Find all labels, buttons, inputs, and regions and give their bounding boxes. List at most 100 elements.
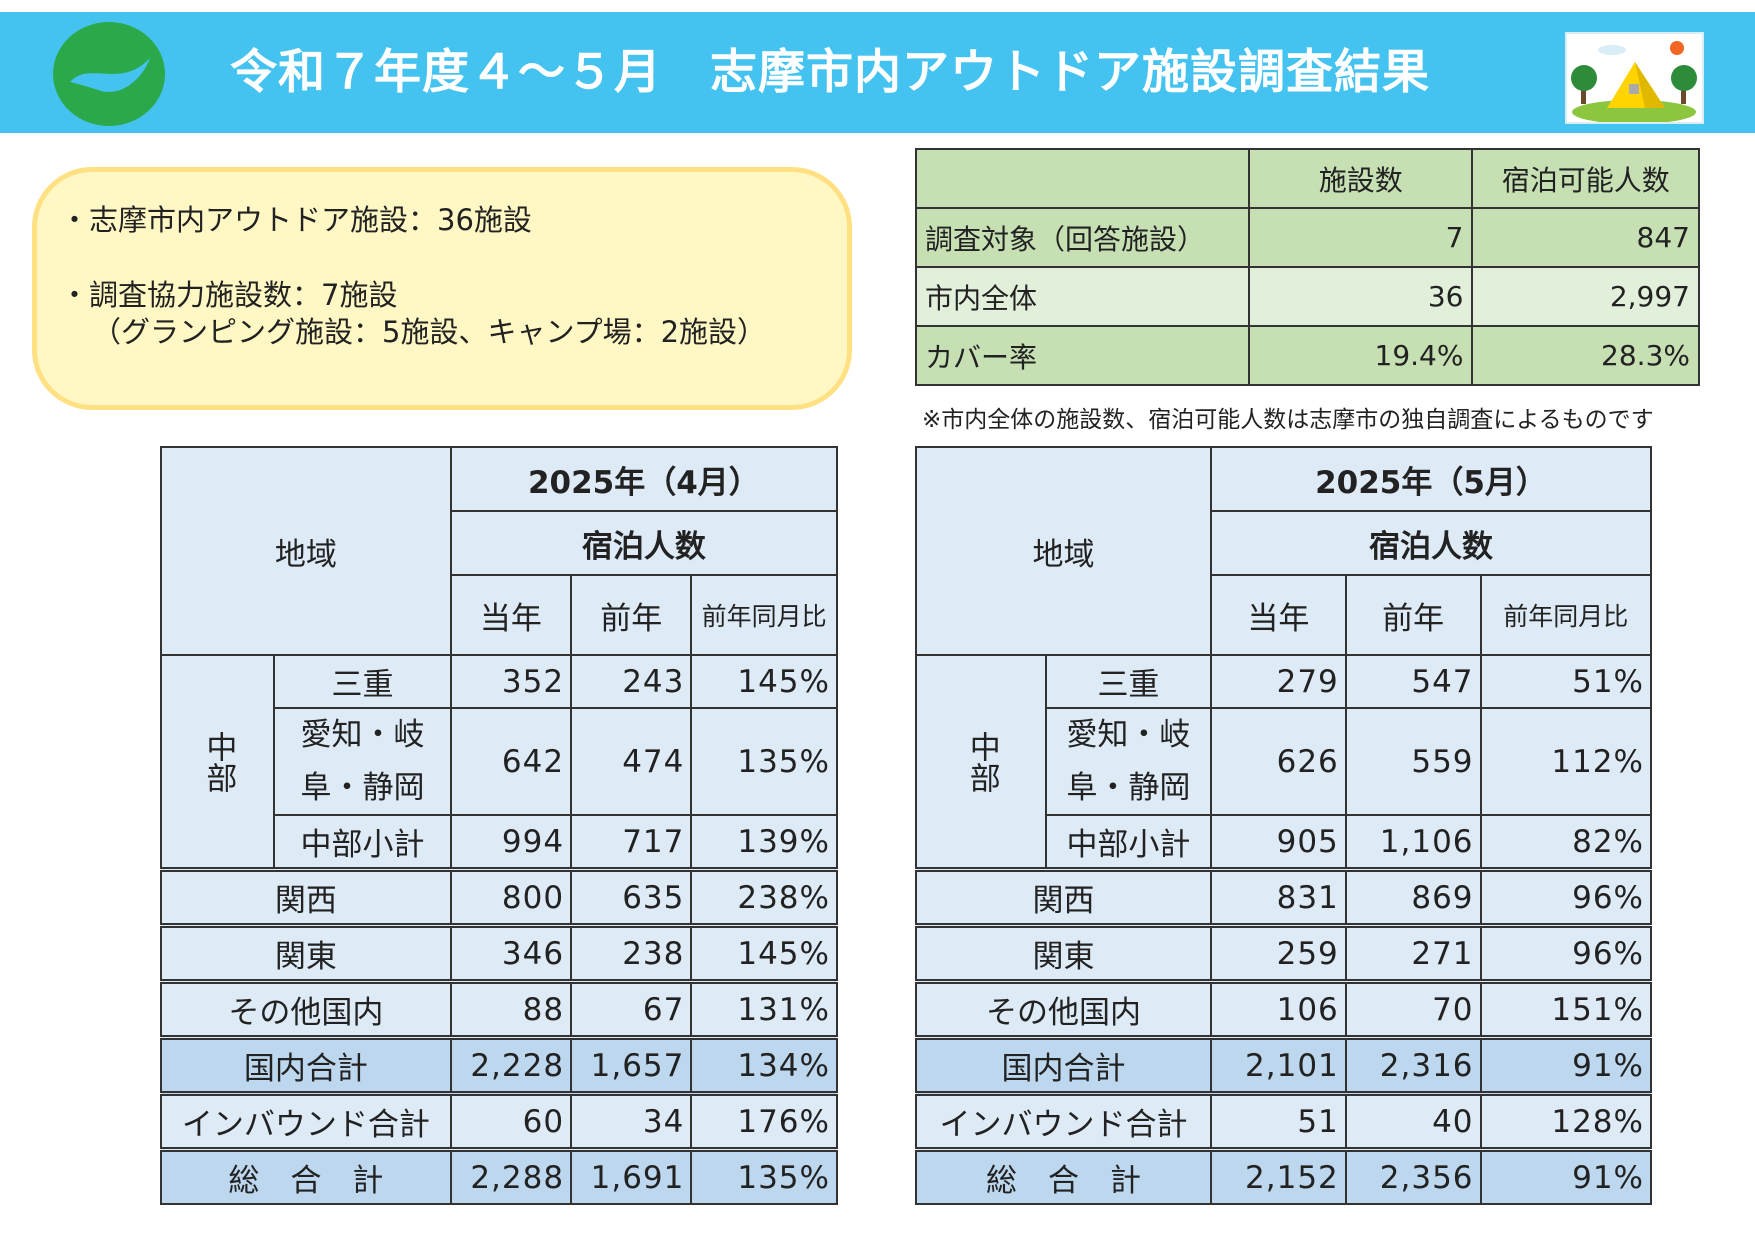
previous-value: 1,657 bbox=[570, 1035, 693, 1095]
shima-city-logo-icon bbox=[53, 22, 165, 126]
region-name: 関西 bbox=[914, 867, 1213, 927]
summary-row-capacity: 847 bbox=[1471, 207, 1700, 268]
summary-row-capacity: 2,997 bbox=[1471, 266, 1700, 327]
current-value: 88 bbox=[449, 979, 573, 1039]
previous-value: 474 bbox=[570, 706, 693, 817]
summary-header-capacity: 宿泊可能人数 bbox=[1471, 148, 1700, 209]
may-table: 地域 2025年（5月） 宿泊人数 当年 前年 前年同月比 中部 三重 279 … bbox=[914, 446, 1653, 1206]
chubu-label: 中部 bbox=[915, 654, 1047, 871]
previous-value: 70 bbox=[1344, 979, 1482, 1039]
current-value: 994 bbox=[449, 814, 573, 871]
current-value: 346 bbox=[449, 923, 573, 983]
yoy-ratio: 139% bbox=[690, 814, 838, 871]
previous-value: 547 bbox=[1344, 654, 1482, 709]
region-header: 地域 bbox=[914, 446, 1213, 656]
summary-row-facilities: 36 bbox=[1247, 266, 1474, 327]
chubu-label: 中部 bbox=[159, 654, 276, 871]
previous-value: 2,356 bbox=[1344, 1147, 1482, 1206]
region-name: インバウンド合計 bbox=[914, 1091, 1213, 1151]
region-name: 関東 bbox=[914, 923, 1213, 983]
region-name: その他国内 bbox=[160, 979, 452, 1039]
region-name-line: 阜・静岡 bbox=[1066, 769, 1191, 806]
yoy-ratio: 145% bbox=[690, 923, 838, 983]
col-yoy-ratio: 前年同月比 bbox=[690, 574, 838, 656]
note-cooperating-facilities: ・調査協力施設数：7施設 bbox=[60, 278, 398, 312]
yoy-ratio: 134% bbox=[690, 1035, 838, 1095]
region-name-two-line: 愛知・岐 阜・静岡 bbox=[273, 706, 452, 817]
year-header: 2025年（4月） bbox=[449, 446, 839, 512]
current-value: 106 bbox=[1210, 979, 1347, 1039]
yoy-ratio: 96% bbox=[1479, 867, 1653, 927]
previous-value: 34 bbox=[570, 1091, 693, 1151]
previous-value: 717 bbox=[570, 814, 693, 871]
current-value: 905 bbox=[1210, 814, 1347, 871]
region-name: 国内合計 bbox=[160, 1035, 452, 1095]
previous-value: 635 bbox=[570, 867, 693, 927]
previous-value: 2,316 bbox=[1344, 1035, 1482, 1095]
note-total-facilities: ・志摩市内アウトドア施設：36施設 bbox=[60, 203, 532, 237]
region-name: 三重 bbox=[1044, 654, 1213, 709]
yoy-ratio: 128% bbox=[1479, 1091, 1653, 1151]
col-previous-year: 前年 bbox=[570, 574, 693, 656]
previous-value: 40 bbox=[1344, 1091, 1482, 1151]
previous-value: 243 bbox=[570, 654, 693, 709]
april-table: 地域 2025年（4月） 宿泊人数 当年 前年 前年同月比 中部 三重 352 … bbox=[159, 446, 839, 1206]
yoy-ratio: 135% bbox=[690, 706, 838, 817]
metric-header: 宿泊人数 bbox=[1210, 510, 1652, 576]
region-name: 総 合 計 bbox=[160, 1147, 452, 1206]
region-name: 関西 bbox=[160, 867, 452, 927]
region-name: 国内合計 bbox=[914, 1035, 1213, 1095]
current-value: 831 bbox=[1210, 867, 1347, 927]
region-header: 地域 bbox=[160, 446, 452, 656]
note-facility-breakdown: （グランピング施設：5施設、キャンプ場：2施設） bbox=[92, 315, 767, 349]
current-value: 626 bbox=[1210, 706, 1347, 817]
summary-footnote: ※市内全体の施設数、宿泊可能人数は志摩市の独自調査によるものです bbox=[922, 407, 1654, 433]
previous-value: 271 bbox=[1344, 923, 1482, 983]
col-yoy-ratio: 前年同月比 bbox=[1479, 574, 1653, 656]
yoy-ratio: 145% bbox=[690, 654, 838, 709]
region-name: 総 合 計 bbox=[914, 1147, 1213, 1206]
col-previous-year: 前年 bbox=[1344, 574, 1482, 656]
chubu-label-char: 中部 bbox=[963, 730, 1000, 793]
current-value: 259 bbox=[1210, 923, 1347, 983]
region-name: 三重 bbox=[273, 654, 452, 709]
summary-header-blank bbox=[915, 148, 1250, 209]
summary-table: 施設数 宿泊可能人数 調査対象（回答施設） 7 847 市内全体 36 2,99… bbox=[915, 148, 1700, 386]
summary-row-label: 調査対象（回答施設） bbox=[915, 207, 1250, 268]
region-name-line: 阜・静岡 bbox=[300, 769, 425, 806]
region-name: インバウンド合計 bbox=[160, 1091, 452, 1151]
current-value: 2,288 bbox=[449, 1147, 573, 1206]
yoy-ratio: 176% bbox=[690, 1091, 838, 1151]
summary-row-label: 市内全体 bbox=[915, 266, 1250, 327]
col-current-year: 当年 bbox=[449, 574, 573, 656]
region-name-line: 愛知・岐 bbox=[300, 717, 425, 753]
previous-value: 238 bbox=[570, 923, 693, 983]
region-name: 中部小計 bbox=[273, 814, 452, 871]
current-value: 51 bbox=[1210, 1091, 1347, 1151]
current-value: 642 bbox=[449, 706, 573, 817]
page-title: 令和７年度４～５月 志摩市内アウトドア施設調査結果 bbox=[230, 45, 1430, 100]
yoy-ratio: 91% bbox=[1479, 1147, 1653, 1206]
region-name: その他国内 bbox=[914, 979, 1213, 1039]
previous-value: 559 bbox=[1344, 706, 1482, 817]
yoy-ratio: 135% bbox=[690, 1147, 838, 1206]
current-value: 352 bbox=[449, 654, 573, 709]
yoy-ratio: 131% bbox=[690, 979, 838, 1039]
summary-row-facilities: 19.4% bbox=[1247, 325, 1474, 386]
previous-value: 1,691 bbox=[570, 1147, 693, 1206]
summary-row-capacity: 28.3% bbox=[1471, 325, 1700, 386]
header-banner: 令和７年度４～５月 志摩市内アウトドア施設調査結果 bbox=[0, 12, 1755, 133]
current-value: 2,152 bbox=[1210, 1147, 1347, 1206]
yoy-ratio: 112% bbox=[1479, 706, 1653, 817]
yoy-ratio: 82% bbox=[1479, 814, 1653, 871]
camping-tent-icon bbox=[1565, 32, 1704, 124]
region-name: 関東 bbox=[160, 923, 452, 983]
region-name-line: 愛知・岐 bbox=[1066, 717, 1191, 753]
chubu-label-char: 中部 bbox=[200, 730, 237, 793]
yoy-ratio: 238% bbox=[690, 867, 838, 927]
yoy-ratio: 91% bbox=[1479, 1035, 1653, 1095]
current-value: 2,228 bbox=[449, 1035, 573, 1095]
previous-value: 869 bbox=[1344, 867, 1482, 927]
yoy-ratio: 151% bbox=[1479, 979, 1653, 1039]
metric-header: 宿泊人数 bbox=[449, 510, 839, 576]
